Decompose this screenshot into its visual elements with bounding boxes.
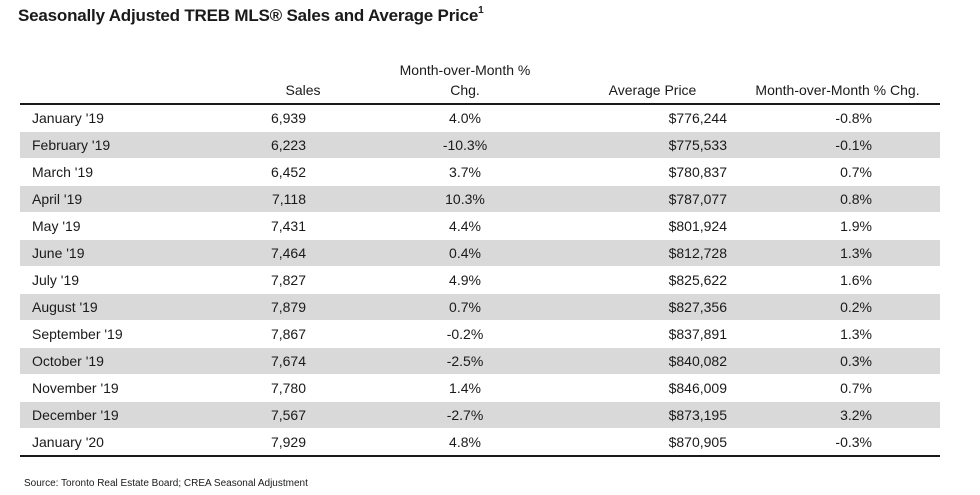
cell-sales: 7,827: [210, 266, 360, 294]
title-text: Seasonally Adjusted TREB MLS® Sales and …: [18, 6, 479, 25]
cell-sales-mom: -10.3%: [360, 131, 570, 159]
table-body: January '19 6,939 4.0% $776,244 -0.8% Februar…: [20, 104, 940, 457]
cell-month: November '19: [20, 374, 210, 402]
cell-sales: 7,567: [210, 401, 360, 429]
cell-price-mom: -0.3%: [735, 428, 940, 457]
page-title: Seasonally Adjusted TREB MLS® Sales and …: [18, 5, 484, 26]
title-footnote-marker: 1: [478, 5, 484, 17]
cell-price-mom: -0.8%: [735, 104, 940, 132]
cell-average-price: $846,009: [570, 374, 735, 402]
cell-sales-mom: 0.4%: [360, 239, 570, 267]
cell-month: January '19: [20, 104, 210, 132]
cell-month: January '20: [20, 428, 210, 457]
header-sales-mom: Month-over-Month % Chg.: [360, 60, 570, 105]
cell-average-price: $825,622: [570, 266, 735, 294]
cell-average-price: $873,195: [570, 401, 735, 429]
cell-average-price: $812,728: [570, 239, 735, 267]
header-sales-mom-line1: Month-over-Month %: [399, 62, 531, 78]
table-row: January '20 7,929 4.8% $870,905 -0.3%: [20, 428, 940, 457]
cell-price-mom: 0.7%: [735, 158, 940, 186]
cell-sales: 7,118: [210, 185, 360, 213]
cell-sales-mom: 4.8%: [360, 428, 570, 457]
cell-sales-mom: -2.7%: [360, 401, 570, 429]
cell-month: June '19: [20, 239, 210, 267]
cell-sales-mom: 4.4%: [360, 212, 570, 240]
cell-average-price: $801,924: [570, 212, 735, 240]
header-average-price: Average Price: [570, 60, 735, 105]
cell-month: July '19: [20, 266, 210, 294]
table-row: November '19 7,780 1.4% $846,009 0.7%: [20, 374, 940, 402]
cell-sales: 7,780: [210, 374, 360, 402]
cell-average-price: $780,837: [570, 158, 735, 186]
cell-month: August '19: [20, 293, 210, 321]
table-header: Sales Month-over-Month % Chg. Average Pri…: [20, 60, 940, 105]
cell-price-mom: 0.8%: [735, 185, 940, 213]
cell-sales-mom: 1.4%: [360, 374, 570, 402]
cell-sales-mom: -0.2%: [360, 320, 570, 348]
cell-average-price: $787,077: [570, 185, 735, 213]
cell-sales: 6,452: [210, 158, 360, 186]
table-row: September '19 7,867 -0.2% $837,891 1.3%: [20, 320, 940, 348]
cell-sales-mom: -2.5%: [360, 347, 570, 375]
cell-average-price: $840,082: [570, 347, 735, 375]
cell-sales: 7,867: [210, 320, 360, 348]
cell-average-price: $776,244: [570, 104, 735, 132]
cell-sales-mom: 0.7%: [360, 293, 570, 321]
cell-sales-mom: 3.7%: [360, 158, 570, 186]
cell-sales: 6,223: [210, 131, 360, 159]
cell-sales: 7,929: [210, 428, 360, 457]
cell-average-price: $775,533: [570, 131, 735, 159]
table-row: August '19 7,879 0.7% $827,356 0.2%: [20, 293, 940, 321]
cell-price-mom: 1.6%: [735, 266, 940, 294]
table-row: January '19 6,939 4.0% $776,244 -0.8%: [20, 104, 940, 132]
header-month: [20, 60, 210, 105]
cell-sales: 6,939: [210, 104, 360, 132]
sales-price-table: Sales Month-over-Month % Chg. Average Pri…: [20, 60, 940, 457]
cell-sales: 7,431: [210, 212, 360, 240]
header-price-mom: Month-over-Month % Chg.: [735, 60, 940, 105]
cell-average-price: $837,891: [570, 320, 735, 348]
cell-average-price: $827,356: [570, 293, 735, 321]
header-sales: Sales: [210, 60, 360, 105]
cell-price-mom: 0.7%: [735, 374, 940, 402]
cell-price-mom: 1.9%: [735, 212, 940, 240]
cell-month: May '19: [20, 212, 210, 240]
cell-sales-mom: 4.0%: [360, 104, 570, 132]
table-row: April '19 7,118 10.3% $787,077 0.8%: [20, 185, 940, 213]
header-sales-mom-line2: Chg.: [450, 82, 480, 98]
cell-month: December '19: [20, 401, 210, 429]
table-row: June '19 7,464 0.4% $812,728 1.3%: [20, 239, 940, 267]
table-row: July '19 7,827 4.9% $825,622 1.6%: [20, 266, 940, 294]
cell-price-mom: -0.1%: [735, 131, 940, 159]
cell-month: March '19: [20, 158, 210, 186]
cell-sales: 7,879: [210, 293, 360, 321]
cell-price-mom: 3.2%: [735, 401, 940, 429]
table-row: October '19 7,674 -2.5% $840,082 0.3%: [20, 347, 940, 375]
cell-average-price: $870,905: [570, 428, 735, 457]
cell-sales: 7,674: [210, 347, 360, 375]
cell-month: April '19: [20, 185, 210, 213]
cell-month: September '19: [20, 320, 210, 348]
table-row: December '19 7,567 -2.7% $873,195 3.2%: [20, 401, 940, 429]
cell-sales: 7,464: [210, 239, 360, 267]
source-note: Source: Toronto Real Estate Board; CREA …: [24, 478, 308, 489]
cell-price-mom: 0.3%: [735, 347, 940, 375]
cell-price-mom: 1.3%: [735, 239, 940, 267]
header-row: Sales Month-over-Month % Chg. Average Pri…: [20, 60, 940, 105]
cell-sales-mom: 10.3%: [360, 185, 570, 213]
cell-price-mom: 0.2%: [735, 293, 940, 321]
cell-price-mom: 1.3%: [735, 320, 940, 348]
cell-sales-mom: 4.9%: [360, 266, 570, 294]
table-row: May '19 7,431 4.4% $801,924 1.9%: [20, 212, 940, 240]
cell-month: February '19: [20, 131, 210, 159]
table-row: March '19 6,452 3.7% $780,837 0.7%: [20, 158, 940, 186]
table-row: February '19 6,223 -10.3% $775,533 -0.1%: [20, 131, 940, 159]
cell-month: October '19: [20, 347, 210, 375]
